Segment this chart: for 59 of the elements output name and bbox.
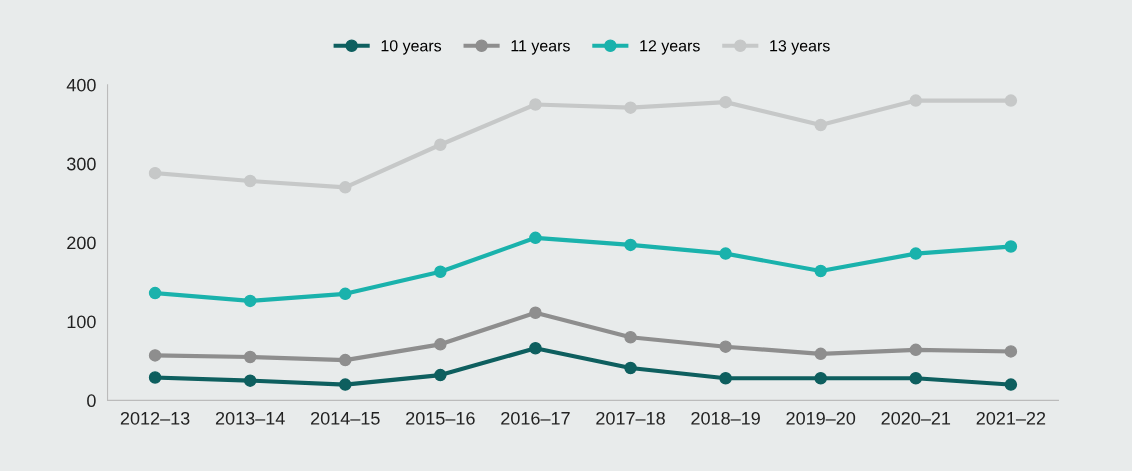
x-tick-label: 2016–17 xyxy=(501,411,570,425)
point xyxy=(814,372,827,385)
point xyxy=(1004,94,1018,107)
point xyxy=(243,350,257,364)
point xyxy=(148,349,162,362)
y-tick-label: 200 xyxy=(67,236,96,250)
point xyxy=(148,371,162,384)
x-tick-label: 2019–20 xyxy=(786,411,856,425)
point xyxy=(624,101,637,114)
x-tick-label: 2018–19 xyxy=(691,411,760,425)
point xyxy=(909,247,923,260)
legend-label: 11 years xyxy=(511,40,570,55)
point xyxy=(529,342,542,355)
x-tick-label: 2012–13 xyxy=(120,411,190,425)
point xyxy=(243,174,257,188)
legend-label: 10 years xyxy=(381,40,442,55)
y-tick-label: 0 xyxy=(87,394,96,408)
point xyxy=(148,286,162,300)
point xyxy=(243,294,257,308)
point xyxy=(624,238,637,252)
point xyxy=(529,231,542,245)
point xyxy=(814,118,827,132)
x-tick-label: 2014–15 xyxy=(311,411,380,425)
point xyxy=(148,166,162,180)
x-tick-label: 2017–18 xyxy=(596,411,665,425)
point xyxy=(909,94,923,107)
point xyxy=(529,98,542,111)
point xyxy=(339,287,352,301)
point xyxy=(719,95,732,109)
y-tick-label: 100 xyxy=(67,315,96,329)
point xyxy=(1004,240,1018,253)
point xyxy=(1004,345,1018,358)
point xyxy=(909,343,923,357)
x-tick-label: 2013–14 xyxy=(215,411,285,425)
point xyxy=(529,306,542,320)
point xyxy=(339,181,352,194)
point xyxy=(434,138,447,151)
point xyxy=(719,372,732,385)
point xyxy=(624,330,637,344)
point xyxy=(909,372,923,385)
legend-label: 13 years xyxy=(770,40,830,55)
point xyxy=(434,265,447,279)
x-tick-label: 2015–16 xyxy=(406,411,475,425)
point xyxy=(434,368,447,382)
y-tick-label: 400 xyxy=(66,78,96,92)
x-tick-label: 2021–22 xyxy=(976,411,1046,425)
point xyxy=(1004,378,1018,391)
point xyxy=(719,340,732,353)
point xyxy=(719,247,732,260)
legend-label: 12 years xyxy=(640,40,700,55)
point xyxy=(434,338,447,351)
y-tick-label: 300 xyxy=(67,157,96,171)
point xyxy=(339,353,352,367)
point xyxy=(814,347,827,361)
point xyxy=(243,374,257,387)
x-tick-label: 2020–21 xyxy=(881,411,951,425)
point xyxy=(814,264,827,278)
point xyxy=(624,361,637,375)
point xyxy=(339,378,352,391)
